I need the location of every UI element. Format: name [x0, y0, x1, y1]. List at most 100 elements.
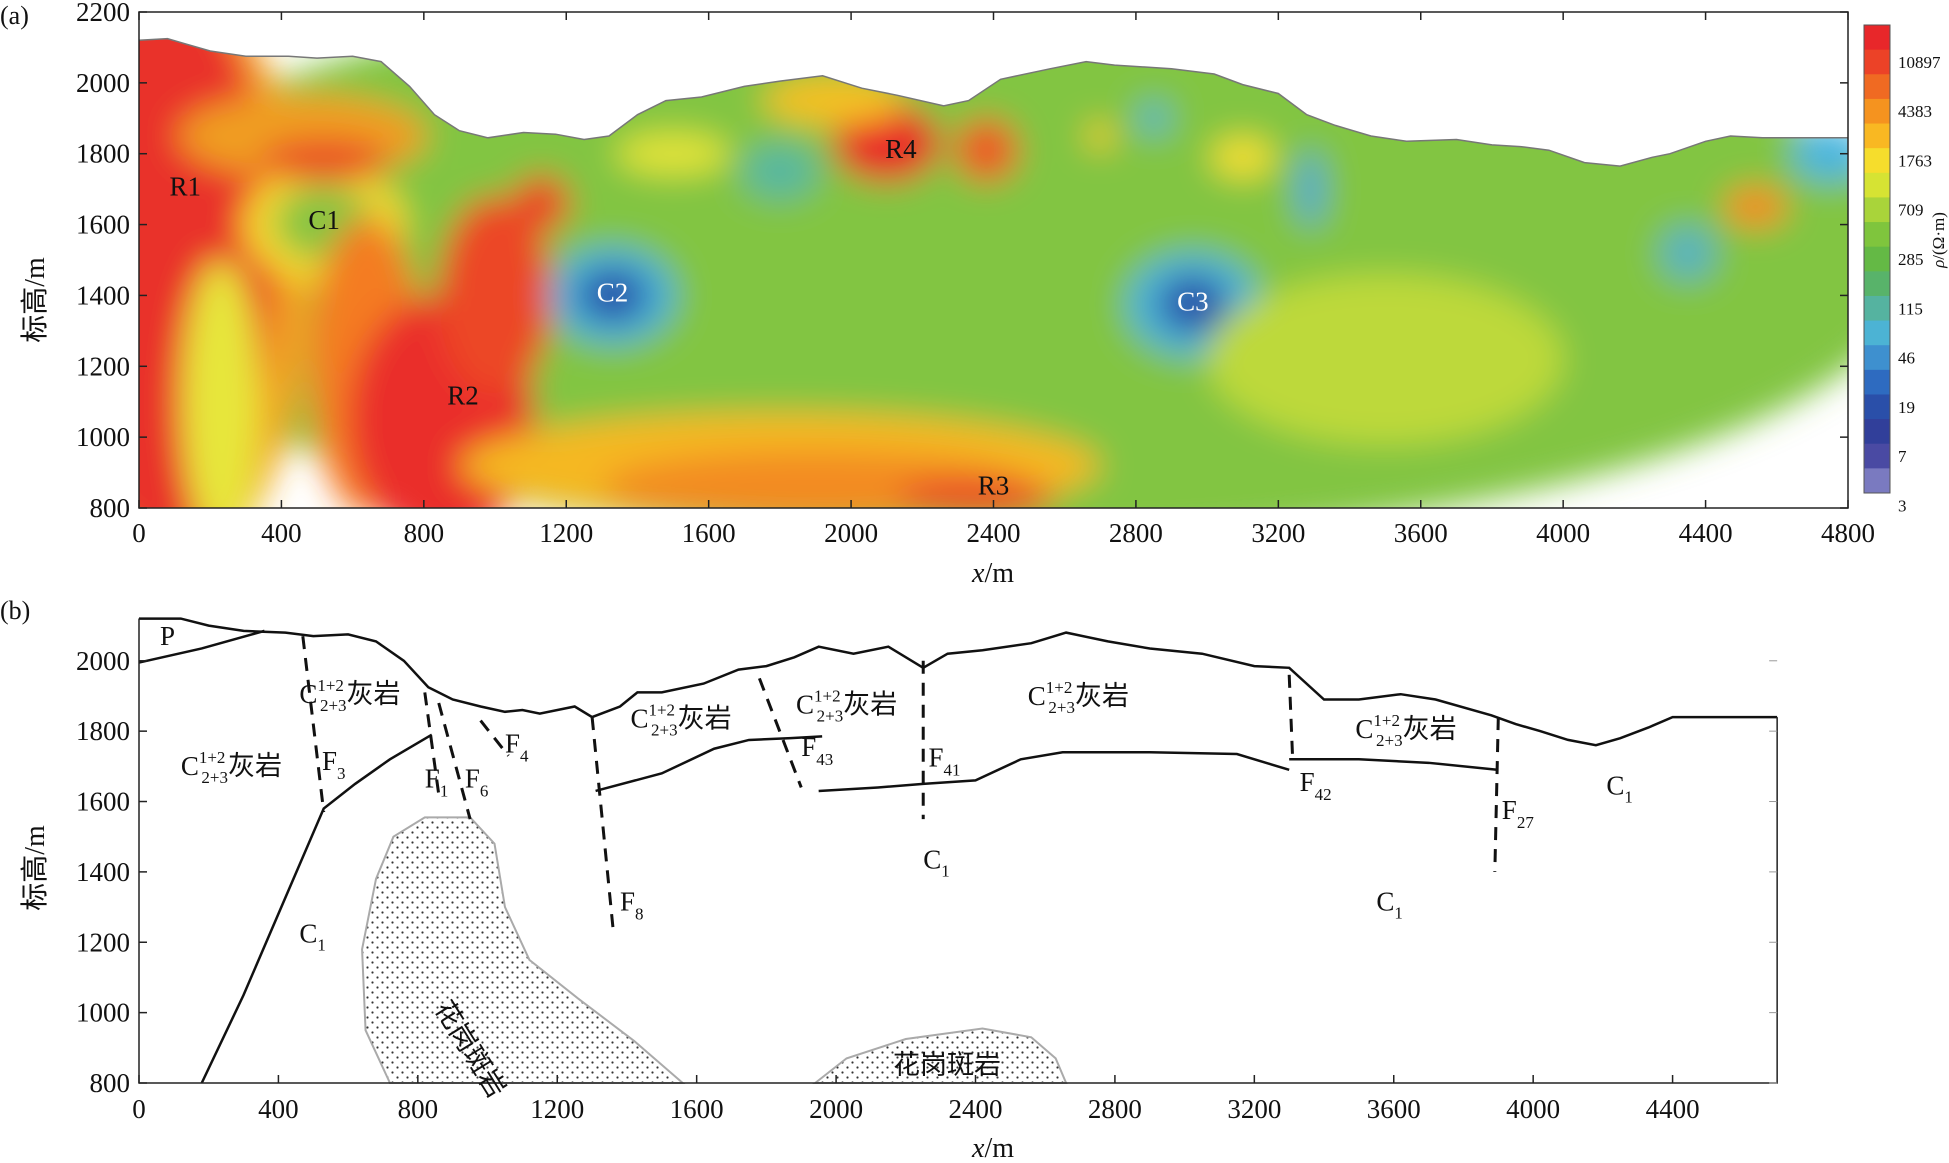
fault-line: [590, 716, 615, 929]
fault-label-f41: F41: [928, 742, 960, 779]
x-axis-title-a-italic: x: [971, 558, 985, 589]
terrain-profile-b: [139, 617, 1778, 747]
fault-label-f42: F42: [1300, 767, 1332, 804]
resistivity-zone: [260, 139, 389, 183]
colorbar-tick-label: 7: [1898, 447, 1907, 466]
x-tick-label-b: 2000: [809, 1094, 863, 1124]
fault-line: [758, 677, 803, 788]
y-tick-label-b: 1200: [76, 927, 130, 957]
colorbar-swatch: [1864, 295, 1890, 322]
fault-label-f27: F27: [1502, 795, 1535, 832]
fault-label-f43: F43: [801, 732, 833, 769]
y-tick-label-a: 1000: [76, 422, 130, 452]
unit-p-label: P: [160, 621, 175, 651]
fault-line: [301, 635, 326, 813]
fault-label-f1: F1: [425, 763, 449, 800]
fault-label-f3: F3: [322, 746, 346, 783]
fault-line: [423, 692, 441, 795]
fault-line: [437, 702, 472, 820]
x-tick-label-b: 800: [398, 1094, 439, 1124]
limestone-label: C1+2 2+3灰岩: [1355, 711, 1456, 750]
plot-frame-b: [138, 618, 1778, 1084]
strata-boundary: [138, 629, 265, 664]
limestone-label: C1+2 2+3灰岩: [796, 687, 897, 726]
fault-line: [1287, 674, 1295, 760]
anomaly-label-r3: R3: [978, 471, 1010, 501]
limestone-label: C1+2 2+3灰岩: [299, 676, 400, 715]
y-axis-title-b-text: 标高/m: [19, 825, 51, 911]
y-tick-label-a: 2200: [76, 0, 130, 27]
x-axis-title-b-rest: /m: [984, 1133, 1014, 1163]
y-tick-label-a: 800: [90, 493, 131, 523]
colorbar-swatch: [1864, 197, 1890, 223]
resistivity-zone: [578, 268, 647, 322]
resistivity-zone: [1296, 150, 1325, 229]
colorbar-swatch: [1864, 49, 1890, 75]
x-tick-label-b: 4000: [1506, 1094, 1560, 1124]
x-tick-label-b: 3200: [1227, 1094, 1281, 1124]
colorbar-tick-label: 1763: [1898, 151, 1932, 170]
resistivity-zone: [1207, 274, 1564, 445]
colorbar-tick-label: 3: [1898, 496, 1907, 515]
resistivity-zone: [833, 104, 941, 183]
colorbar-swatch: [1864, 271, 1890, 297]
fault-line: [479, 719, 510, 757]
y-tick-label-b: 1800: [76, 716, 130, 746]
resistivity-zone: [1159, 275, 1227, 333]
colorbar-swatch: [1864, 172, 1890, 198]
colorbar-swatch: [1864, 25, 1890, 51]
terrain-profile-a: [138, 37, 1848, 167]
resistivity-zone: [1086, 121, 1115, 151]
colorbar-swatch: [1864, 320, 1890, 346]
y-tick-label-b: 2000: [76, 646, 130, 676]
resistivity-zone: [1723, 185, 1788, 229]
colorbar-swatch: [1864, 222, 1890, 248]
colorbar-swatch: [1864, 148, 1890, 174]
panel-b-label: (b): [0, 596, 30, 625]
limestone-label: C1+2 2+3灰岩: [1028, 678, 1129, 717]
resistivity-zone: [181, 260, 261, 508]
resistivity-zone: [1210, 136, 1275, 179]
fault-label-f8: F8: [620, 887, 644, 924]
panel-a-label: (a): [0, 1, 29, 30]
resistivity-zone: [954, 118, 1019, 183]
colorbar-tick-label: 115: [1898, 299, 1923, 318]
x-tick-label-b: 2800: [1088, 1094, 1142, 1124]
colorbar-swatch: [1864, 369, 1890, 395]
x-axis-title-a: x/m: [971, 558, 1014, 589]
axis-ticks-b: 0 400 800 1200 1600 2000 2400 2800 3200 3600 4000 4…: [76, 646, 1778, 1124]
strata-boundary: [200, 733, 433, 1084]
x-tick-label-a: 4800: [1821, 518, 1875, 548]
anomaly-label-r2: R2: [447, 380, 479, 410]
y-tick-label-a: 2000: [76, 68, 130, 98]
colorbar-title: ρ/(Ω·m): [1929, 212, 1948, 269]
c1-label: C1: [299, 918, 326, 954]
resistivity-zone: [1659, 224, 1717, 282]
fault-line: [1493, 717, 1500, 872]
x-tick-label-a: 2800: [1109, 518, 1163, 548]
fault-label-f6: F6: [465, 763, 489, 800]
geologic-cross-section: 0 400 800 1200 1600 2000 2400 2800 3200 3600 4000 4…: [76, 617, 1778, 1124]
colorbar-swatches: [1864, 25, 1890, 494]
x-tick-label-a: 3600: [1394, 518, 1448, 548]
y-tick-label-b: 1600: [76, 787, 130, 817]
x-tick-label-a: 400: [261, 518, 302, 548]
x-axis-title-a-rest: /m: [984, 558, 1014, 589]
colorbar-tick-label: 4383: [1898, 102, 1932, 121]
x-tick-label-a: 0: [132, 518, 146, 548]
c1-label: C1: [923, 844, 950, 880]
y-tick-label-a: 1400: [76, 280, 130, 310]
colorbar-frame: [1863, 24, 1891, 494]
x-tick-label-a: 1200: [539, 518, 593, 548]
x-axis-title-b-italic: x: [971, 1133, 985, 1163]
colorbar-tick-label: 285: [1898, 250, 1924, 269]
resistivity-zone: [438, 196, 553, 395]
strata-boundaries: [138, 629, 1499, 1084]
colorbar-swatch: [1864, 98, 1890, 125]
colorbar-tick-labels: 10897 4383 1763 709 285 115 46 19 7 3: [1898, 53, 1941, 515]
strata-boundary: [1289, 758, 1499, 772]
y-tick-label-b: 800: [90, 1068, 131, 1098]
x-tick-label-a: 800: [404, 518, 445, 548]
panel-b-geology-section: (b) 0 400 800 1200 1600 2000 2400 2800 3200 3600 4…: [0, 596, 1778, 1163]
